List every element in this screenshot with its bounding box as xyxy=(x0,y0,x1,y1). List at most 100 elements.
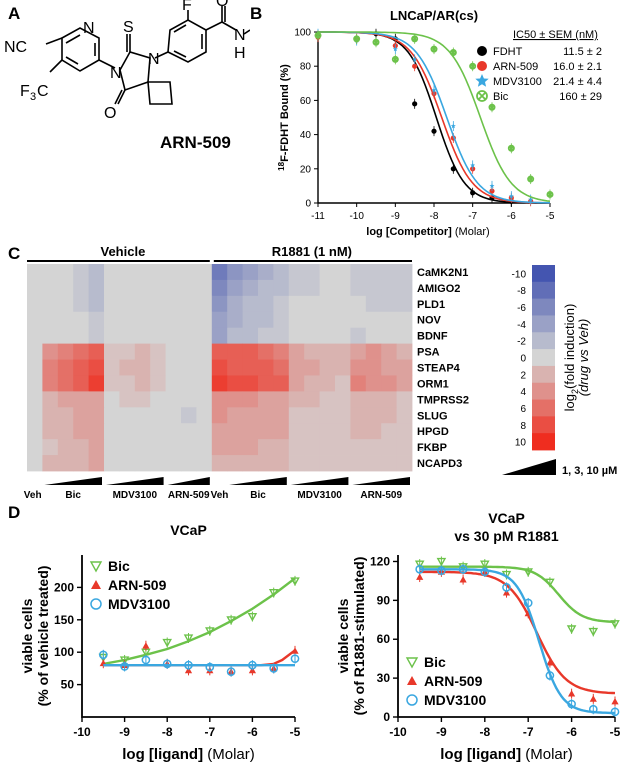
binding-point-bic xyxy=(488,103,496,111)
binding-legend-marker-fdht xyxy=(477,46,487,56)
heatmap-cell xyxy=(27,311,43,329)
heatmap-cell xyxy=(181,343,197,360)
heatmap-cell xyxy=(365,359,382,376)
binding-point-bic xyxy=(391,55,399,63)
heatmap-cell xyxy=(134,455,151,472)
heatmap-cell xyxy=(119,327,136,345)
heatmap-cell xyxy=(165,343,182,360)
binding-point-bic-ring xyxy=(391,55,399,63)
heatmap-cell xyxy=(211,279,228,297)
heatmap-cell xyxy=(381,264,397,281)
heatmap-cell xyxy=(119,423,136,440)
heatmap-cell xyxy=(258,391,274,408)
heatmap-cell xyxy=(196,375,213,392)
heatmap-cell xyxy=(227,343,243,360)
heatmap-gene-orm1: ORM1 xyxy=(417,378,449,390)
binding-legend-name-arn509: ARN-509 xyxy=(493,61,538,73)
heatmap-cell xyxy=(381,375,397,392)
heatmap-cell xyxy=(181,423,197,440)
heatmap-cell xyxy=(335,439,351,456)
heatmap-cell xyxy=(88,343,105,360)
heatmap-cell xyxy=(134,439,151,456)
heatmap-cell xyxy=(104,327,120,345)
heatmap-cell xyxy=(288,391,305,408)
heatmap-gene-hpgd: HPGD xyxy=(417,426,449,438)
heatmap-cell xyxy=(304,375,320,392)
antagonist-ytick-label: 120 xyxy=(370,554,390,568)
heatmap-cell xyxy=(319,264,336,281)
binding-point-bic xyxy=(546,190,554,198)
binding-point-bic xyxy=(469,62,477,70)
antagonist-point-bic xyxy=(523,568,533,577)
binding-point-bic xyxy=(353,35,361,43)
panel-label-d: D xyxy=(8,503,21,522)
antagonist-legend-name-mdv3100: MDV3100 xyxy=(424,692,486,708)
binding-point-bic xyxy=(527,175,535,183)
heatmap-cell xyxy=(88,295,105,313)
heatmap-cell xyxy=(134,264,151,281)
antagonist-xtick-label: -7 xyxy=(523,725,534,739)
scale-title: log2(fold induction) xyxy=(562,304,580,412)
antagonist-point-arn509 xyxy=(459,576,467,583)
binding-legend-ic50-mdv3100: 21.4 ± 4.4 xyxy=(553,76,602,88)
agonist-xtick-label: -9 xyxy=(119,725,130,739)
heatmap-cell xyxy=(73,439,89,456)
heatmap-cell xyxy=(381,407,397,424)
antagonist-title2: vs 30 pM R1881 xyxy=(454,528,558,544)
agonist-point-mdv3100 xyxy=(98,650,108,660)
heatmap-cell xyxy=(165,439,182,456)
heatmap-cell xyxy=(365,391,382,408)
binding-xlabel-unit: (Molar) xyxy=(455,226,490,238)
heatmap-cell xyxy=(242,407,259,424)
agonist-ytick-label: 100 xyxy=(54,645,74,659)
binding-point-bic-ring xyxy=(372,38,380,46)
heatmap-cell xyxy=(273,439,290,456)
heatmap-cell xyxy=(57,375,74,392)
heatmap-cell xyxy=(335,455,351,472)
heatmap-cell xyxy=(42,375,59,392)
heatmap-cell xyxy=(57,407,74,424)
heatmap-cell xyxy=(258,264,274,281)
agonist-legend-marker-mdv3100 xyxy=(90,598,102,610)
binding-point-fdht xyxy=(470,190,476,196)
agonist-legend-marker-bic xyxy=(89,561,103,573)
heatmap-cell xyxy=(27,375,43,392)
heatmap-cell xyxy=(381,279,397,297)
heatmap-cell xyxy=(165,279,182,297)
heatmap-cell xyxy=(396,391,413,408)
antagonist-point-bic xyxy=(566,625,577,634)
heatmap-cell xyxy=(350,327,367,345)
heatmap-column-label-2: MDV3100 xyxy=(113,490,158,501)
scale-swatch xyxy=(532,399,555,417)
heatmap-cell xyxy=(396,407,413,424)
binding-point-bic-cross xyxy=(470,64,475,69)
binding-point-bic-ring xyxy=(469,62,477,70)
binding-point-bic xyxy=(372,38,380,46)
antagonist-ytick-label: 0 xyxy=(383,710,390,724)
heatmap-cell xyxy=(319,391,336,408)
scale-tick-label: -10 xyxy=(512,269,527,280)
heatmap-cell xyxy=(196,264,213,281)
heatmap-cell xyxy=(104,264,120,281)
binding-point-arn509 xyxy=(489,188,495,194)
heatmap-cell xyxy=(396,311,413,329)
heatmap-cell xyxy=(396,327,413,345)
heatmap-cell xyxy=(88,455,105,472)
agonist-ylabel2: (% of vehicle treated) xyxy=(35,566,51,707)
heatmap-cell xyxy=(88,279,105,297)
scale-swatch xyxy=(532,349,555,367)
heatmap-cell xyxy=(181,359,197,376)
antagonist-point-bic xyxy=(414,560,425,570)
heatmap-cell xyxy=(150,455,166,472)
heatmap-column-label-5: Bic xyxy=(250,490,266,501)
heatmap-cell xyxy=(319,423,336,440)
binding-xtick-label: -6 xyxy=(507,211,516,222)
heatmap-dose-wedge xyxy=(229,477,287,485)
binding-legend-name-bic: Bic xyxy=(493,91,509,103)
heatmap-cell xyxy=(73,375,89,392)
heatmap-cell xyxy=(165,327,182,345)
heatmap-cell xyxy=(104,407,120,424)
agonist-xtick-label: -6 xyxy=(247,725,258,739)
heatmap-cell xyxy=(211,407,228,424)
heatmap-gene-fkbp: FKBP xyxy=(417,442,447,454)
